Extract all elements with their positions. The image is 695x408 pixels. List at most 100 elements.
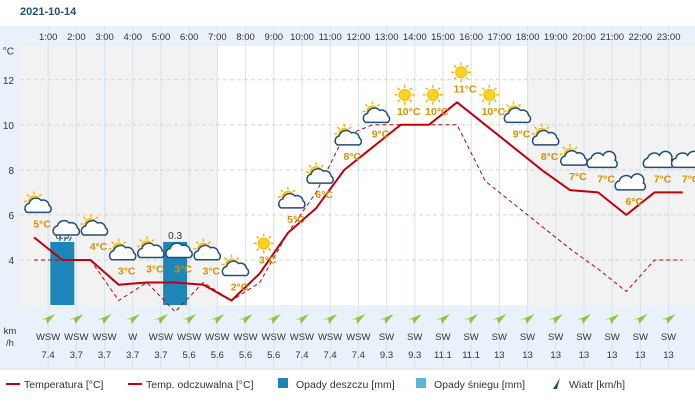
feels-like-line — [34, 124, 683, 313]
rain-drop-icon — [68, 236, 72, 242]
rain-drop-icon — [171, 259, 175, 264]
wind-arrow-icon — [125, 314, 140, 324]
sun-ray-icon — [111, 241, 115, 245]
rain-drop-icon — [181, 259, 185, 264]
wind-direction: SW — [435, 332, 450, 343]
sun-ray-icon — [268, 247, 272, 252]
wind-direction: WSW — [290, 332, 314, 343]
wind-speed: 13 — [579, 350, 590, 361]
sun-ray-icon — [397, 99, 401, 103]
cloud-icon — [614, 173, 647, 191]
hour-label: 10:00 — [290, 32, 314, 43]
hour-label: 2:00 — [67, 32, 86, 43]
sun-ray-icon — [94, 216, 99, 220]
wind-speed: 13 — [522, 350, 533, 361]
wind-direction: WSW — [233, 332, 257, 343]
wind-direction: WSW — [149, 332, 173, 343]
wind-speed: 3.7 — [126, 350, 139, 361]
sun-ray-icon — [223, 256, 228, 261]
hour-label: 23:00 — [657, 32, 681, 43]
temperature-label: 6°C — [315, 189, 333, 201]
sun-ray-icon — [465, 76, 469, 80]
legend-label: Temperatura [°C] — [24, 379, 104, 391]
temperature-label: 2°C — [231, 281, 249, 293]
hour-label: 16:00 — [459, 32, 483, 43]
y-tick-label: 8 — [8, 166, 14, 177]
hour-label: 11:00 — [319, 32, 342, 43]
legend-label: Opady deszczu [mm] — [296, 379, 395, 391]
wind-speed: 13 — [607, 350, 618, 361]
wind-arrow-icon — [633, 314, 648, 324]
cloud-icon — [306, 168, 334, 184]
wind-direction: WSW — [64, 332, 88, 343]
temperature-label: 7°C — [597, 173, 615, 185]
hour-label: 4:00 — [124, 32, 143, 43]
temperature-label: 5°C — [33, 218, 51, 230]
cloud-icon — [362, 107, 391, 124]
wind-direction: SW — [604, 332, 619, 343]
sun-ray-icon — [574, 146, 578, 150]
hour-label: 3:00 — [95, 32, 114, 43]
rain-bar — [50, 241, 75, 305]
wind-arrow-icon — [351, 314, 366, 324]
wind-arrow-icon — [661, 314, 676, 324]
sun-ray-icon — [280, 189, 284, 193]
temperature-line — [33, 101, 683, 302]
sun-ray-icon — [256, 247, 260, 252]
hour-label: 13:00 — [375, 32, 399, 43]
temperature-label: 9°C — [372, 128, 390, 140]
wind-direction: WSW — [205, 332, 229, 343]
hour-label: 1:00 — [39, 32, 58, 43]
wind-arrow-icon — [210, 314, 225, 324]
sun-ray-icon — [425, 87, 429, 91]
sun-icon — [455, 66, 468, 79]
sun-ray-icon — [517, 103, 522, 107]
legend-label: Temp. odczuwalna [°C] — [146, 379, 254, 391]
sun-ray-icon — [493, 99, 497, 103]
wind-arrow-icon — [266, 314, 281, 324]
sun-ray-icon — [235, 256, 240, 261]
wind-speed: 13 — [635, 350, 646, 361]
legend-box-icon — [416, 378, 426, 388]
sun-ray-icon — [123, 241, 127, 245]
y-tick-label: 4 — [8, 256, 14, 267]
wind-unit-label: /h — [6, 338, 14, 349]
temperature-label: 3°C — [202, 266, 220, 278]
wind-direction: WSW — [177, 332, 201, 343]
rain-drop-icon — [58, 236, 62, 242]
wind-arrow-icon — [492, 314, 507, 324]
wind-direction: SW — [492, 332, 507, 343]
y-axis-band — [0, 26, 20, 368]
temperature-label: 3°C — [118, 266, 136, 278]
wind-direction: SW — [548, 332, 563, 343]
temperature-label: 3°C — [174, 263, 192, 275]
cloud-icon — [531, 129, 560, 146]
rain-drop-icon — [63, 236, 67, 242]
cloud-icon — [137, 242, 165, 259]
temperature-label: 3°C — [259, 254, 277, 266]
sun-ray-icon — [562, 146, 566, 150]
sun-ray-icon — [82, 216, 87, 220]
legend-label: Wiatr [km/h] — [569, 379, 625, 391]
cloud-icon — [560, 150, 588, 166]
wind-speed: 11.1 — [462, 350, 480, 361]
wind-speed: 7.4 — [41, 350, 54, 361]
sun-ray-icon — [38, 193, 42, 198]
wind-direction: WSW — [36, 332, 60, 343]
wind-direction: SW — [576, 332, 591, 343]
wind-direction: WSW — [346, 332, 370, 343]
sun-ray-icon — [425, 99, 429, 103]
wind-direction: SW — [463, 332, 478, 343]
wind-direction: SW — [633, 332, 648, 343]
wind-speed: 3.7 — [154, 350, 167, 361]
cloud-icon — [80, 219, 109, 236]
wind-arrow-icon — [605, 314, 620, 324]
wind-speed: 5.6 — [211, 350, 224, 361]
y-tick-label: 6 — [8, 211, 14, 222]
temperature-label: 7°C — [569, 171, 587, 183]
sun-ray-icon — [546, 126, 550, 130]
legend-label: Opady śniegu [mm] — [434, 379, 525, 391]
wind-unit-label: km — [4, 326, 17, 337]
sun-ray-icon — [481, 87, 485, 91]
temperature-label: 4°C — [90, 241, 108, 253]
